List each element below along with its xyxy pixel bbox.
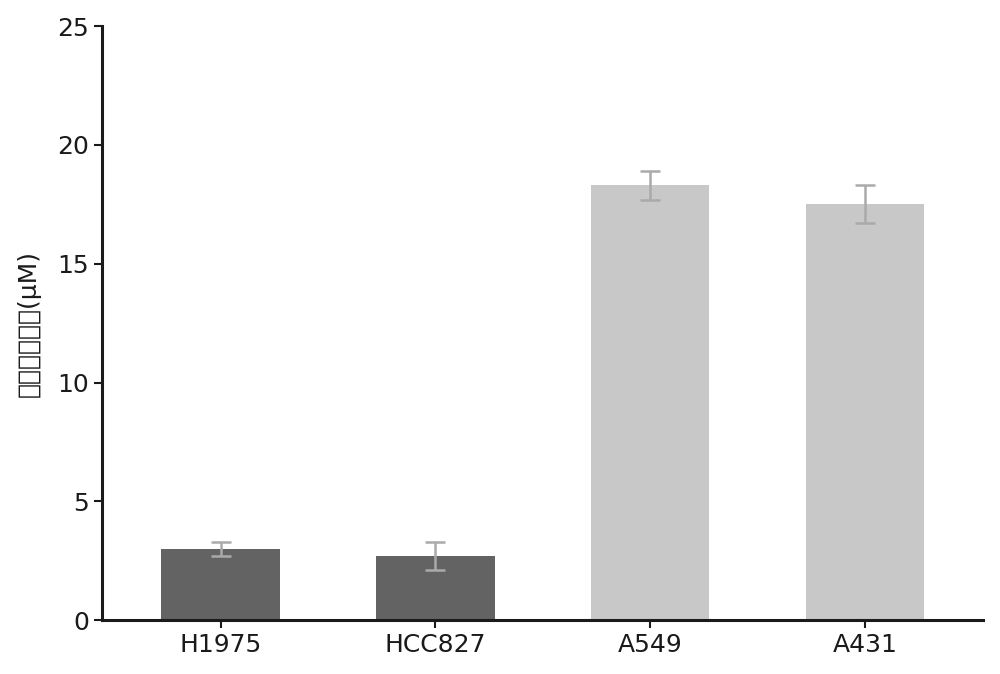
Bar xyxy=(161,549,280,620)
Y-axis label: 半数抑制浓度(μM): 半数抑制浓度(μM) xyxy=(17,249,41,397)
Bar xyxy=(376,556,495,620)
Bar xyxy=(591,185,709,620)
Bar xyxy=(806,204,924,620)
